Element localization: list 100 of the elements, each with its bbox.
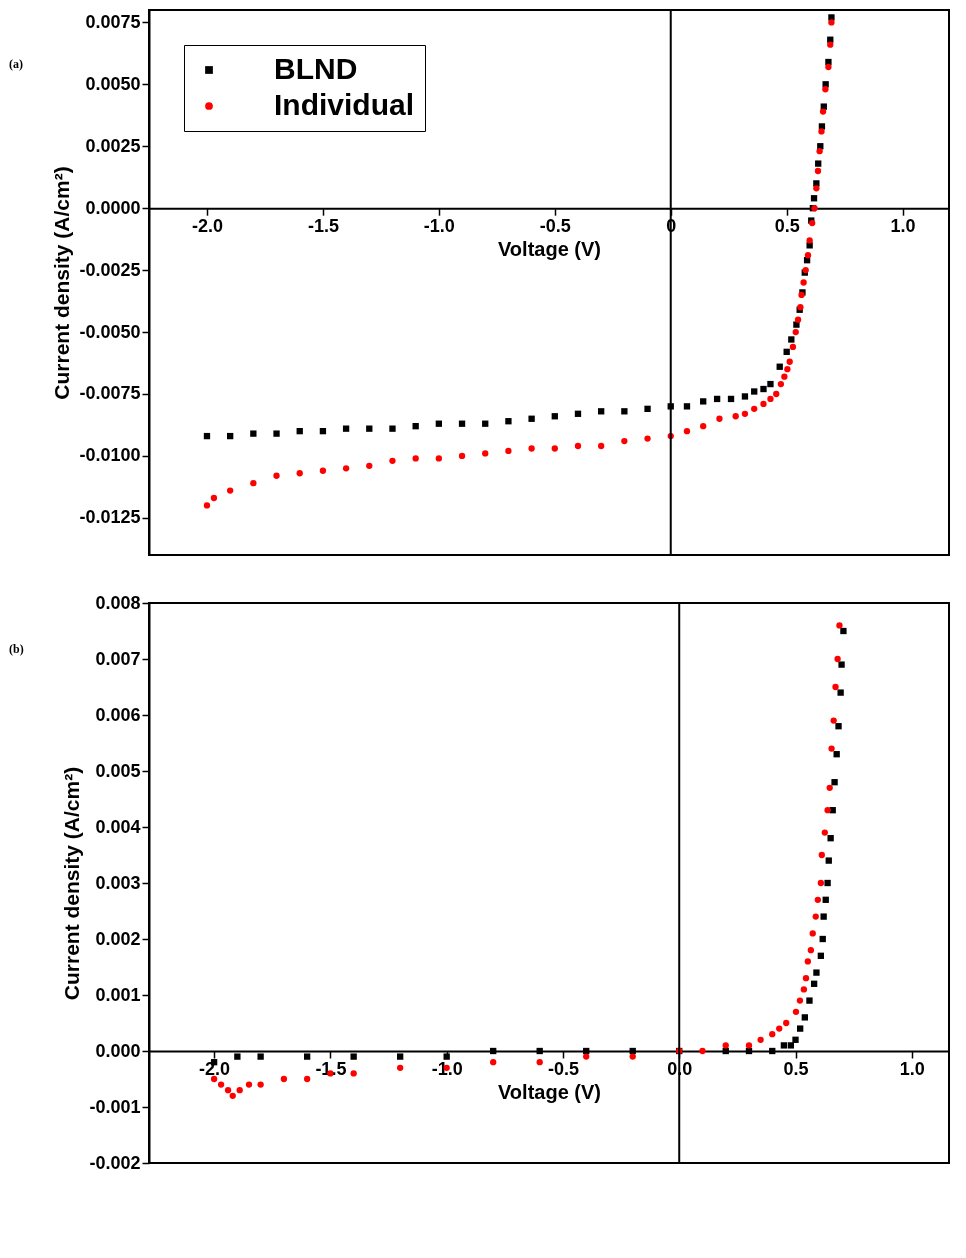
point (810, 980, 818, 987)
point (250, 430, 257, 437)
text: (b) (9, 642, 24, 656)
point (366, 425, 373, 432)
point (280, 1075, 288, 1083)
point (683, 403, 691, 410)
point (366, 462, 373, 469)
point (784, 366, 791, 373)
point (769, 1031, 776, 1038)
y-tick-label: 0.0050 (85, 73, 141, 94)
point (536, 1059, 543, 1066)
point (809, 930, 816, 937)
x-tick-label: -0.5 (539, 215, 571, 236)
point (319, 427, 327, 435)
point (250, 480, 257, 487)
point (767, 395, 774, 403)
point (574, 410, 582, 417)
point (780, 1042, 788, 1049)
point (229, 1092, 236, 1099)
point (757, 1036, 764, 1043)
point (814, 896, 821, 903)
point (804, 252, 812, 259)
point (800, 986, 808, 993)
x-axis-title: Voltage (V) (498, 1080, 601, 1103)
point (583, 1053, 590, 1060)
point (727, 395, 735, 403)
y-tick-label: 0.003 (95, 872, 141, 893)
point (827, 835, 834, 842)
y-tick-label: -0.0125 (79, 507, 141, 528)
point (397, 1064, 404, 1071)
point (551, 413, 558, 420)
point (769, 1047, 776, 1055)
y-tick-label: -0.0100 (79, 445, 141, 466)
point (482, 450, 489, 457)
point (389, 425, 396, 432)
x-tick-label: -0.5 (547, 1058, 579, 1079)
point (818, 128, 825, 135)
text: (a) (9, 57, 23, 71)
point (210, 494, 218, 502)
point (505, 447, 512, 455)
point (800, 279, 807, 286)
point (505, 418, 512, 425)
point (350, 1070, 357, 1077)
point (773, 390, 780, 398)
point (814, 167, 822, 175)
point (621, 408, 628, 415)
point (700, 423, 707, 430)
point (751, 405, 758, 412)
y-tick-label: 0.0000 (85, 197, 141, 218)
point (831, 779, 838, 786)
point (273, 472, 280, 479)
point (810, 195, 818, 202)
point (783, 348, 790, 356)
point (840, 627, 847, 635)
point (828, 745, 835, 752)
point (536, 1047, 543, 1055)
y-tick-label: 0.0025 (85, 135, 141, 156)
point (296, 427, 303, 435)
point (820, 913, 827, 920)
x-tick-label: -1.0 (423, 215, 455, 236)
point (836, 622, 843, 629)
point (224, 1087, 232, 1094)
point (792, 328, 799, 336)
x-tick-label: -1.5 (315, 1058, 347, 1079)
point (528, 445, 535, 452)
y-tick-label: -0.002 (89, 1152, 141, 1173)
point (303, 1075, 311, 1083)
point (792, 1036, 799, 1043)
point (350, 1053, 357, 1060)
point (806, 237, 813, 244)
point (741, 410, 749, 417)
point (412, 423, 419, 430)
y-tick-label: -0.001 (89, 1096, 141, 1117)
point (817, 879, 825, 887)
point (819, 935, 826, 943)
point (830, 717, 837, 724)
y-tick-label: 0.0075 (85, 11, 141, 32)
point (745, 1042, 753, 1049)
point (598, 408, 605, 415)
y-tick-label: 0.002 (95, 928, 141, 949)
point (397, 1053, 404, 1060)
point (732, 413, 739, 420)
point (598, 442, 605, 450)
y-tick-label: -0.0025 (79, 259, 141, 280)
point (745, 1047, 753, 1055)
point (819, 108, 827, 115)
point (776, 363, 783, 370)
point (458, 420, 466, 427)
point (217, 1081, 225, 1088)
point (781, 373, 788, 380)
point (824, 807, 831, 814)
point (812, 913, 819, 920)
point (458, 452, 466, 460)
y-tick-label: -0.0050 (79, 321, 141, 342)
point (807, 947, 815, 954)
x-tick-label: 0.5 (774, 215, 800, 236)
point (828, 19, 835, 26)
x-tick-label: 0.5 (783, 1058, 809, 1079)
point (794, 316, 802, 323)
point (574, 442, 582, 450)
